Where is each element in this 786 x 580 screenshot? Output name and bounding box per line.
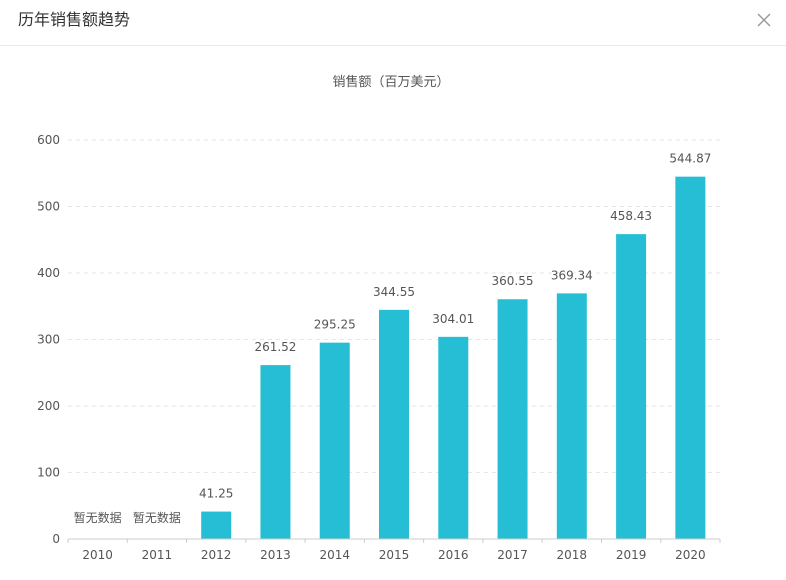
bar[interactable]: [201, 511, 232, 539]
x-tick-label: 2017: [497, 548, 528, 562]
chart-area: 销售额（百万美元） 0 100 200 300 400 500 600 暂无数据 暂无数据 41…: [0, 47, 786, 580]
no-data-label: 暂无数据: [133, 510, 181, 525]
x-tick-label: 2019: [616, 548, 647, 562]
bar-chart: 销售额（百万美元） 0 100 200 300 400 500 600 暂无数据 暂无数据 41…: [37, 74, 721, 562]
dialog-header: 历年销售额趋势: [0, 0, 786, 46]
data-label: 458.43: [610, 209, 652, 223]
data-label: 360.55: [492, 274, 534, 288]
x-tick-label: 2011: [142, 548, 173, 562]
bar[interactable]: [319, 342, 350, 539]
bar[interactable]: [379, 309, 409, 539]
data-label: 369.34: [551, 268, 593, 282]
data-label: 344.55: [373, 285, 415, 299]
data-label: 261.52: [254, 340, 296, 354]
x-axis: 2010 2011 2012 2013 2014 2015 2016 2017 2018 2019…: [67, 538, 721, 562]
y-tick-label: 600: [37, 133, 60, 147]
bars: [201, 176, 706, 540]
bar[interactable]: [260, 365, 291, 539]
dialog-title: 历年销售额趋势: [18, 10, 131, 29]
bar[interactable]: [438, 336, 469, 539]
bar[interactable]: [675, 176, 706, 540]
x-tick-label: 2016: [438, 548, 469, 562]
y-tick-label: 400: [37, 266, 60, 280]
bar[interactable]: [616, 234, 647, 539]
chart-title: 销售额（百万美元）: [332, 74, 449, 90]
bar[interactable]: [497, 299, 528, 539]
x-tick-label: 2014: [319, 548, 350, 562]
data-label: 544.87: [669, 152, 711, 166]
data-label: 295.25: [314, 318, 356, 332]
y-tick-label: 100: [37, 466, 60, 480]
x-tick-label: 2015: [379, 548, 410, 562]
bar[interactable]: [556, 293, 587, 539]
data-label: 304.01: [432, 312, 474, 326]
x-tick-label: 2018: [557, 548, 588, 562]
y-axis: 0 100 200 300 400 500 600: [37, 133, 60, 546]
x-tick-label: 2010: [82, 548, 113, 562]
y-tick-label: 200: [37, 399, 60, 413]
close-icon: [757, 13, 771, 27]
data-label: 41.25: [199, 487, 233, 501]
y-tick-label: 500: [37, 200, 60, 214]
x-tick-label: 2012: [201, 548, 232, 562]
x-tick-label: 2020: [675, 548, 706, 562]
close-button[interactable]: [754, 10, 774, 30]
x-tick-label: 2013: [260, 548, 291, 562]
y-tick-label: 0: [52, 532, 60, 546]
y-tick-label: 300: [37, 333, 60, 347]
data-labels: 暂无数据 暂无数据 41.25 261.52 295.25 344.55 304.01 360…: [74, 152, 712, 525]
no-data-label: 暂无数据: [74, 510, 122, 525]
